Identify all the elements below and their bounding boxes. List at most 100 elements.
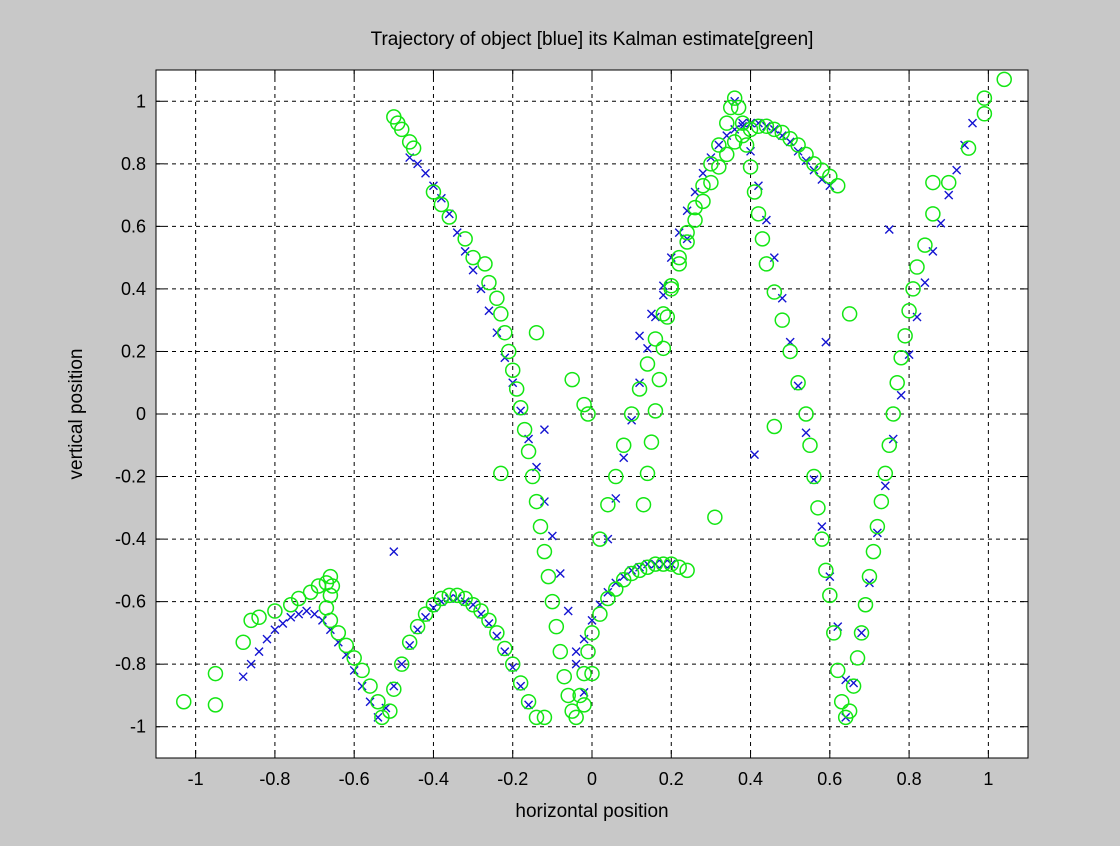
estimate-point xyxy=(489,625,505,641)
estimate-point xyxy=(996,71,1012,88)
estimate-point xyxy=(528,324,545,341)
y-tick-label: 1 xyxy=(136,91,146,111)
estimate-point xyxy=(536,543,553,560)
trajectory-point xyxy=(646,309,656,319)
x-axis-label: horizontal position xyxy=(515,801,668,822)
estimate-point xyxy=(889,374,905,391)
estimate-point xyxy=(449,587,465,604)
estimate-point xyxy=(528,709,545,726)
estimate-point xyxy=(512,675,529,691)
estimate-point xyxy=(901,303,917,319)
estimate-point xyxy=(822,587,838,604)
estimate-point xyxy=(802,437,818,454)
trajectory-point xyxy=(666,559,676,569)
estimate-point xyxy=(857,597,874,613)
estimate-point xyxy=(655,306,672,322)
y-tick-label: -0.6 xyxy=(115,592,146,612)
trajectory-point xyxy=(484,306,494,316)
trajectory-point xyxy=(421,168,431,178)
estimate-point xyxy=(647,556,664,572)
estimate-point xyxy=(826,625,842,641)
x-tick-label: 0.8 xyxy=(897,769,922,789)
estimate-point xyxy=(687,199,703,216)
estimate-point xyxy=(758,256,775,272)
plot-frame xyxy=(155,69,1029,759)
estimate-point xyxy=(516,421,533,438)
estimate-point xyxy=(976,106,993,122)
estimate-point xyxy=(251,609,267,626)
estimate-point xyxy=(346,650,362,666)
estimate-point xyxy=(711,137,727,153)
estimate-point xyxy=(631,562,648,579)
trajectory-point xyxy=(619,453,629,463)
estimate-point xyxy=(909,259,925,275)
estimate-point xyxy=(473,603,489,619)
estimate-point xyxy=(548,618,565,635)
x-tick-label: 0.2 xyxy=(659,769,684,789)
estimate-point xyxy=(592,531,608,547)
trajectory-point xyxy=(294,609,304,619)
estimate-point xyxy=(719,115,735,131)
estimate-point xyxy=(544,593,561,610)
estimate-point xyxy=(940,174,957,191)
x-tick-label: -0.2 xyxy=(497,769,528,789)
estimate-point xyxy=(774,312,791,328)
estimate-point xyxy=(560,687,576,704)
estimate-point xyxy=(493,306,509,322)
estimate-point xyxy=(873,493,890,510)
estimate-point xyxy=(386,681,402,697)
estimate-point xyxy=(865,543,882,560)
estimate-point xyxy=(893,349,909,366)
estimate-point xyxy=(524,468,541,485)
estimate-point xyxy=(532,518,549,535)
estimate-point xyxy=(905,281,921,297)
estimate-point xyxy=(810,500,826,516)
trajectory-point xyxy=(278,619,288,629)
trajectory-point xyxy=(658,559,668,569)
estimate-point xyxy=(679,562,695,579)
estimate-point xyxy=(663,556,680,572)
trajectory-point xyxy=(944,190,954,200)
estimate-point xyxy=(370,693,386,710)
x-tick-label: -1 xyxy=(188,769,204,789)
y-tick-label: 0.4 xyxy=(121,279,146,299)
estimate-point xyxy=(655,340,672,357)
estimate-point xyxy=(608,581,624,597)
estimate-point xyxy=(576,697,592,713)
estimate-point xyxy=(576,665,592,682)
estimate-point xyxy=(841,703,858,719)
chart-title: Trajectory of object [blue] its Kalman e… xyxy=(371,29,814,50)
estimate-point xyxy=(207,697,224,713)
trajectory-point xyxy=(317,615,327,625)
estimate-point xyxy=(766,284,783,300)
estimate-point xyxy=(576,396,592,413)
y-tick-label: -0.2 xyxy=(115,467,146,487)
estimate-point xyxy=(322,612,339,629)
estimate-point xyxy=(782,343,798,360)
grid-lines xyxy=(156,70,1028,758)
estimate-point xyxy=(580,406,596,422)
data-points xyxy=(175,71,1012,726)
estimate-point xyxy=(393,121,410,138)
trajectory-point xyxy=(769,124,779,134)
estimate-point xyxy=(885,406,901,422)
estimate-point xyxy=(572,687,588,704)
estimate-point xyxy=(417,606,434,622)
estimate-point xyxy=(520,443,537,460)
estimate-point xyxy=(425,184,442,200)
estimate-point xyxy=(615,437,632,454)
estimate-point xyxy=(409,618,426,635)
estimate-point xyxy=(726,90,743,106)
trajectory-point xyxy=(880,481,890,491)
estimate-point xyxy=(465,249,481,266)
estimate-point xyxy=(497,324,513,341)
estimate-point xyxy=(647,331,664,347)
x-tick-label: -0.8 xyxy=(259,769,290,789)
estimate-point xyxy=(631,381,648,397)
trajectory-point xyxy=(884,224,894,234)
estimate-point xyxy=(679,234,695,250)
estimate-point xyxy=(267,603,283,619)
estimate-point xyxy=(647,403,664,419)
estimate-point xyxy=(528,493,545,510)
